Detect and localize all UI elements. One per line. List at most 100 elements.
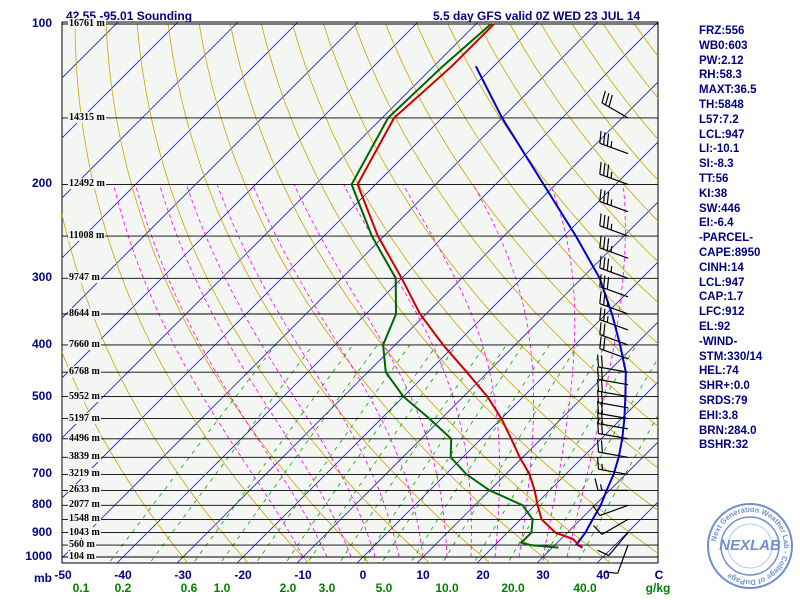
wind-barb-feather — [606, 276, 610, 290]
wind-barb-feather — [597, 378, 600, 392]
wind-barb-shaft — [599, 348, 629, 360]
wind-barb — [599, 130, 629, 155]
wind-barb — [605, 544, 629, 574]
moist-adiabat — [113, 184, 304, 558]
wind-barb-feather — [606, 191, 610, 205]
index-value: LI:-10.1 — [699, 143, 740, 156]
index-value: CINH:14 — [699, 261, 744, 274]
wind-barb — [597, 421, 629, 440]
wind-barb-shaft — [598, 412, 629, 420]
wind-barb — [597, 401, 629, 420]
wind-barb-feather — [599, 336, 602, 349]
wind-barb-shaft — [598, 432, 629, 440]
isotherm — [296, 201, 658, 563]
temperature-tick-label: 0 — [359, 568, 367, 582]
pressure-tick-label: 600 — [31, 430, 52, 445]
height-label: 1043 m — [68, 526, 101, 538]
index-value: WB0:603 — [699, 39, 748, 52]
mixing-ratio-line — [149, 344, 314, 563]
index-value: FRZ:556 — [699, 25, 745, 37]
wind-barb-feather — [600, 411, 603, 425]
wind-barb — [601, 90, 629, 119]
wind-barb — [597, 439, 629, 458]
height-label: 11008 m — [68, 230, 106, 242]
height-label: 104 m — [68, 551, 96, 562]
wind-barb-half-feather — [610, 172, 613, 179]
wind-barb-feather — [599, 291, 602, 304]
wind-barb-feather — [603, 132, 606, 145]
height-label: 6768 m — [68, 366, 101, 378]
wind-barb — [599, 322, 629, 346]
mixing-ratio-line — [219, 344, 378, 563]
index-value: LCL:947 — [699, 128, 745, 141]
wind-barb-shaft — [598, 451, 629, 458]
mixing-ratio-tick-label: 0.2 — [114, 581, 132, 595]
index-value: PW:2.12 — [699, 54, 744, 67]
dry-adiabat — [292, 23, 658, 511]
wind-barb-feather — [603, 275, 606, 288]
wind-barb-feather — [606, 216, 610, 229]
index-value: CAP:1.7 — [699, 291, 744, 304]
wind-barb-shaft — [599, 286, 629, 298]
wind-barb — [592, 504, 629, 517]
wind-barb — [599, 189, 629, 213]
wind-barb — [599, 307, 629, 331]
mixing-ratio-line — [362, 344, 507, 563]
wind-barb-feather — [592, 525, 603, 535]
isotherm — [356, 261, 658, 563]
isotherm — [62, 22, 359, 319]
wind-barb-shaft — [599, 247, 629, 259]
dry-adiabat — [261, 23, 658, 554]
wind-barb — [599, 161, 629, 186]
wind-barb-feather — [599, 161, 602, 175]
wind-barb-feather — [603, 190, 606, 203]
wind-barb-feather — [597, 390, 600, 403]
height-label: 14315 m — [68, 111, 106, 123]
dry-adiabat — [385, 23, 658, 386]
wind-barb-feather — [599, 213, 602, 226]
dry-adiabat — [62, 351, 189, 563]
pressure-tick-label: 500 — [31, 388, 52, 403]
wind-barb-feather — [600, 440, 603, 453]
wind-barb-feather — [606, 238, 610, 251]
mixing-ratio-line — [285, 344, 438, 563]
mixing-ratio-line — [381, 344, 524, 563]
wind-barb-half-feather — [610, 223, 613, 230]
wind-barb-shaft — [599, 200, 629, 213]
wind-barb-shaft — [599, 504, 629, 517]
dry-adiabat — [136, 23, 431, 563]
height-label: 1548 m — [68, 513, 101, 525]
wind-barb-feather — [603, 236, 606, 250]
wind-barbs — [592, 90, 629, 574]
wind-barb — [599, 255, 629, 279]
index-value: LFC:912 — [699, 306, 745, 319]
temperature-tick-label: 40 — [596, 568, 610, 582]
wind-barb-feather — [597, 367, 600, 380]
mixing-ratio-tick-label: 0.1 — [72, 581, 90, 595]
wind-barb-shaft — [617, 544, 629, 574]
index-value: SW:446 — [699, 202, 741, 215]
index-value: L57:7.2 — [699, 113, 739, 126]
moist-adiabat — [186, 184, 376, 558]
dry-adiabat — [198, 23, 552, 563]
index-value: HEL:74 — [699, 365, 739, 378]
wind-barb-shaft — [598, 378, 629, 386]
mixing-ratio-unit-label: g/kg — [645, 581, 671, 595]
wind-barb — [597, 354, 629, 373]
wind-barb-feather — [600, 379, 603, 393]
mixing-ratio-line — [338, 344, 486, 563]
wind-barb-shaft — [599, 334, 629, 346]
wind-barb-shaft — [601, 102, 629, 119]
wind-barb-feather — [592, 505, 601, 516]
temperature-tick-label: -30 — [174, 568, 192, 582]
wind-barb-feather — [606, 133, 610, 147]
height-label: 3839 m — [68, 451, 101, 463]
index-value: TH:5848 — [699, 98, 744, 111]
wind-barb-shaft — [598, 366, 629, 373]
mixing-ratio-line — [507, 344, 637, 563]
index-value: STM:330/14 — [699, 350, 763, 363]
isotherm — [62, 22, 299, 259]
model-run-title: 5.5 day GFS valid 0Z WED 23 JUL 14 — [433, 9, 641, 23]
wind-barb-feather — [599, 274, 602, 287]
height-label: 560 m — [68, 539, 96, 551]
